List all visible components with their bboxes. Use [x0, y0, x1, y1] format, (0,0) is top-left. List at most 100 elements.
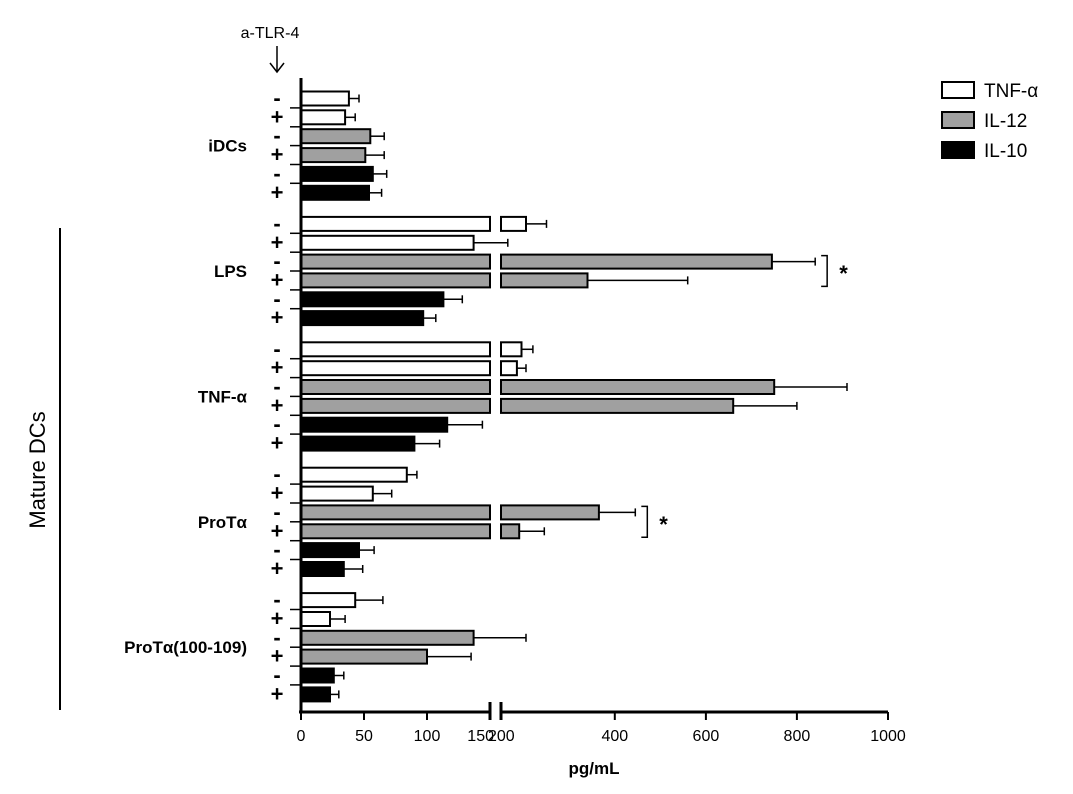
sign-plus: + — [271, 518, 284, 543]
sign-plus: + — [271, 305, 284, 330]
bar — [300, 435, 416, 452]
sign-plus: + — [271, 104, 284, 129]
bar — [300, 291, 445, 308]
labels-layer: iDCs-+-+-+LPS-+-+-+*TNF-α-+-+-+ProTα-+-+… — [124, 86, 848, 707]
bar-continuation — [500, 379, 776, 395]
sign-plus: + — [271, 267, 284, 292]
bar-continuation — [500, 504, 600, 521]
significance-star: * — [659, 512, 668, 537]
bar — [300, 629, 475, 646]
sign-plus: + — [271, 556, 284, 581]
bar — [300, 611, 331, 627]
sign-minus: - — [273, 412, 280, 437]
sign-minus: - — [273, 249, 280, 274]
bar — [300, 686, 331, 703]
x-tick-label: 400 — [601, 728, 628, 745]
sign-minus: - — [273, 587, 280, 612]
mature-dcs-group-label: Mature DCs — [25, 228, 61, 710]
bar — [300, 561, 345, 577]
bar — [300, 542, 360, 559]
x-axis-title: pg/mL — [569, 759, 620, 778]
legend-swatch — [941, 81, 975, 99]
sign-plus: + — [271, 393, 284, 418]
bar — [300, 667, 335, 684]
bar — [300, 523, 491, 540]
sign-minus: - — [273, 499, 280, 524]
bar-continuation — [500, 272, 589, 289]
x-tick-label: 0 — [297, 728, 306, 745]
sign-minus: - — [273, 336, 280, 361]
bar — [300, 90, 350, 107]
sign-minus: - — [273, 537, 280, 562]
bar — [300, 128, 372, 145]
sign-plus: + — [271, 481, 284, 506]
bar — [300, 592, 357, 609]
group-label: LPS — [214, 262, 247, 281]
legend-label: IL-12 — [984, 111, 1027, 132]
bar — [300, 397, 491, 414]
sign-minus: - — [273, 286, 280, 311]
significance-bracket — [821, 254, 828, 288]
bar — [300, 360, 491, 377]
bar — [300, 165, 374, 182]
x-tick-label: 150 — [467, 728, 494, 745]
significance-bracket — [641, 505, 649, 539]
sign-plus: + — [271, 230, 284, 255]
x-tick-label: 800 — [784, 728, 811, 745]
sign-minus: - — [273, 211, 280, 236]
x-tick-label: 1000 — [870, 728, 906, 745]
sign-plus: + — [271, 142, 284, 167]
group-label: ProTα — [198, 513, 248, 532]
bar — [300, 147, 367, 164]
sign-minus: - — [273, 123, 280, 148]
x-tick-label: 100 — [414, 728, 441, 745]
bar-continuation — [500, 523, 521, 540]
group-label: ProTα(100-109) — [124, 638, 247, 657]
bar-continuation — [500, 397, 735, 414]
sign-plus: + — [271, 355, 284, 380]
bar — [300, 234, 475, 251]
bar — [300, 485, 374, 502]
legend-swatch — [941, 111, 975, 129]
bar-continuation — [500, 341, 523, 358]
bar-continuation — [500, 360, 518, 377]
sign-plus: + — [271, 644, 284, 669]
group-label: TNF-α — [198, 387, 248, 406]
x-tick-label: 200 — [488, 728, 515, 745]
mature-dcs-label: Mature DCs — [25, 411, 50, 528]
treatment-label: a-TLR-4 — [241, 25, 300, 42]
sign-minus: - — [273, 161, 280, 186]
bar — [300, 215, 491, 232]
legend-label: IL-10 — [984, 141, 1027, 162]
arrow-down-icon — [269, 62, 285, 74]
legend-label: TNF-α — [984, 81, 1038, 102]
sign-minus: - — [273, 374, 280, 399]
bar — [300, 310, 425, 327]
group-label: iDCs — [208, 137, 247, 156]
bar — [300, 184, 370, 201]
sign-plus: + — [271, 180, 284, 205]
bar-continuation — [500, 253, 773, 270]
sign-plus: + — [271, 431, 284, 456]
bar — [300, 379, 491, 395]
x-tick-label: 600 — [693, 728, 720, 745]
sign-minus: - — [273, 625, 280, 650]
bars-layer — [300, 90, 848, 703]
bar — [300, 466, 408, 483]
sign-plus: + — [271, 606, 284, 631]
x-tick-label: 50 — [355, 728, 373, 745]
sign-minus: - — [273, 462, 280, 487]
bar-continuation — [500, 215, 527, 232]
treatment-indicator: a-TLR-4 — [241, 25, 300, 74]
bar — [300, 416, 449, 433]
bar — [300, 272, 491, 289]
sign-minus: - — [273, 663, 280, 688]
legend: TNF-α IL-12 IL-10 — [941, 81, 1038, 162]
significance-star: * — [839, 261, 848, 286]
bar — [300, 504, 491, 521]
sign-minus: - — [273, 86, 280, 111]
bar — [300, 341, 491, 358]
bar — [300, 109, 347, 126]
